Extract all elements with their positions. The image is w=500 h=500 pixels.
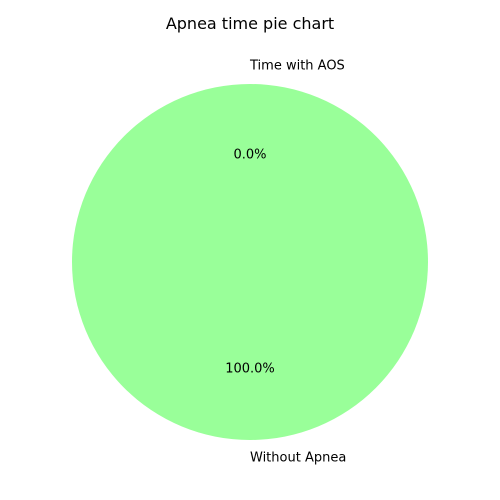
slice-label-1: Without Apnea: [250, 450, 346, 465]
slice-pct-1: 100.0%: [225, 361, 275, 376]
chart-title: Apnea time pie chart: [166, 14, 334, 33]
pie-slice-1: [72, 84, 428, 440]
pie-slices: [72, 84, 428, 440]
pie-labels: Time with AOS 0.0% Without Apnea 100.0%: [225, 59, 346, 466]
slice-label-0: Time with AOS: [249, 59, 345, 74]
slice-pct-0: 0.0%: [233, 148, 266, 163]
